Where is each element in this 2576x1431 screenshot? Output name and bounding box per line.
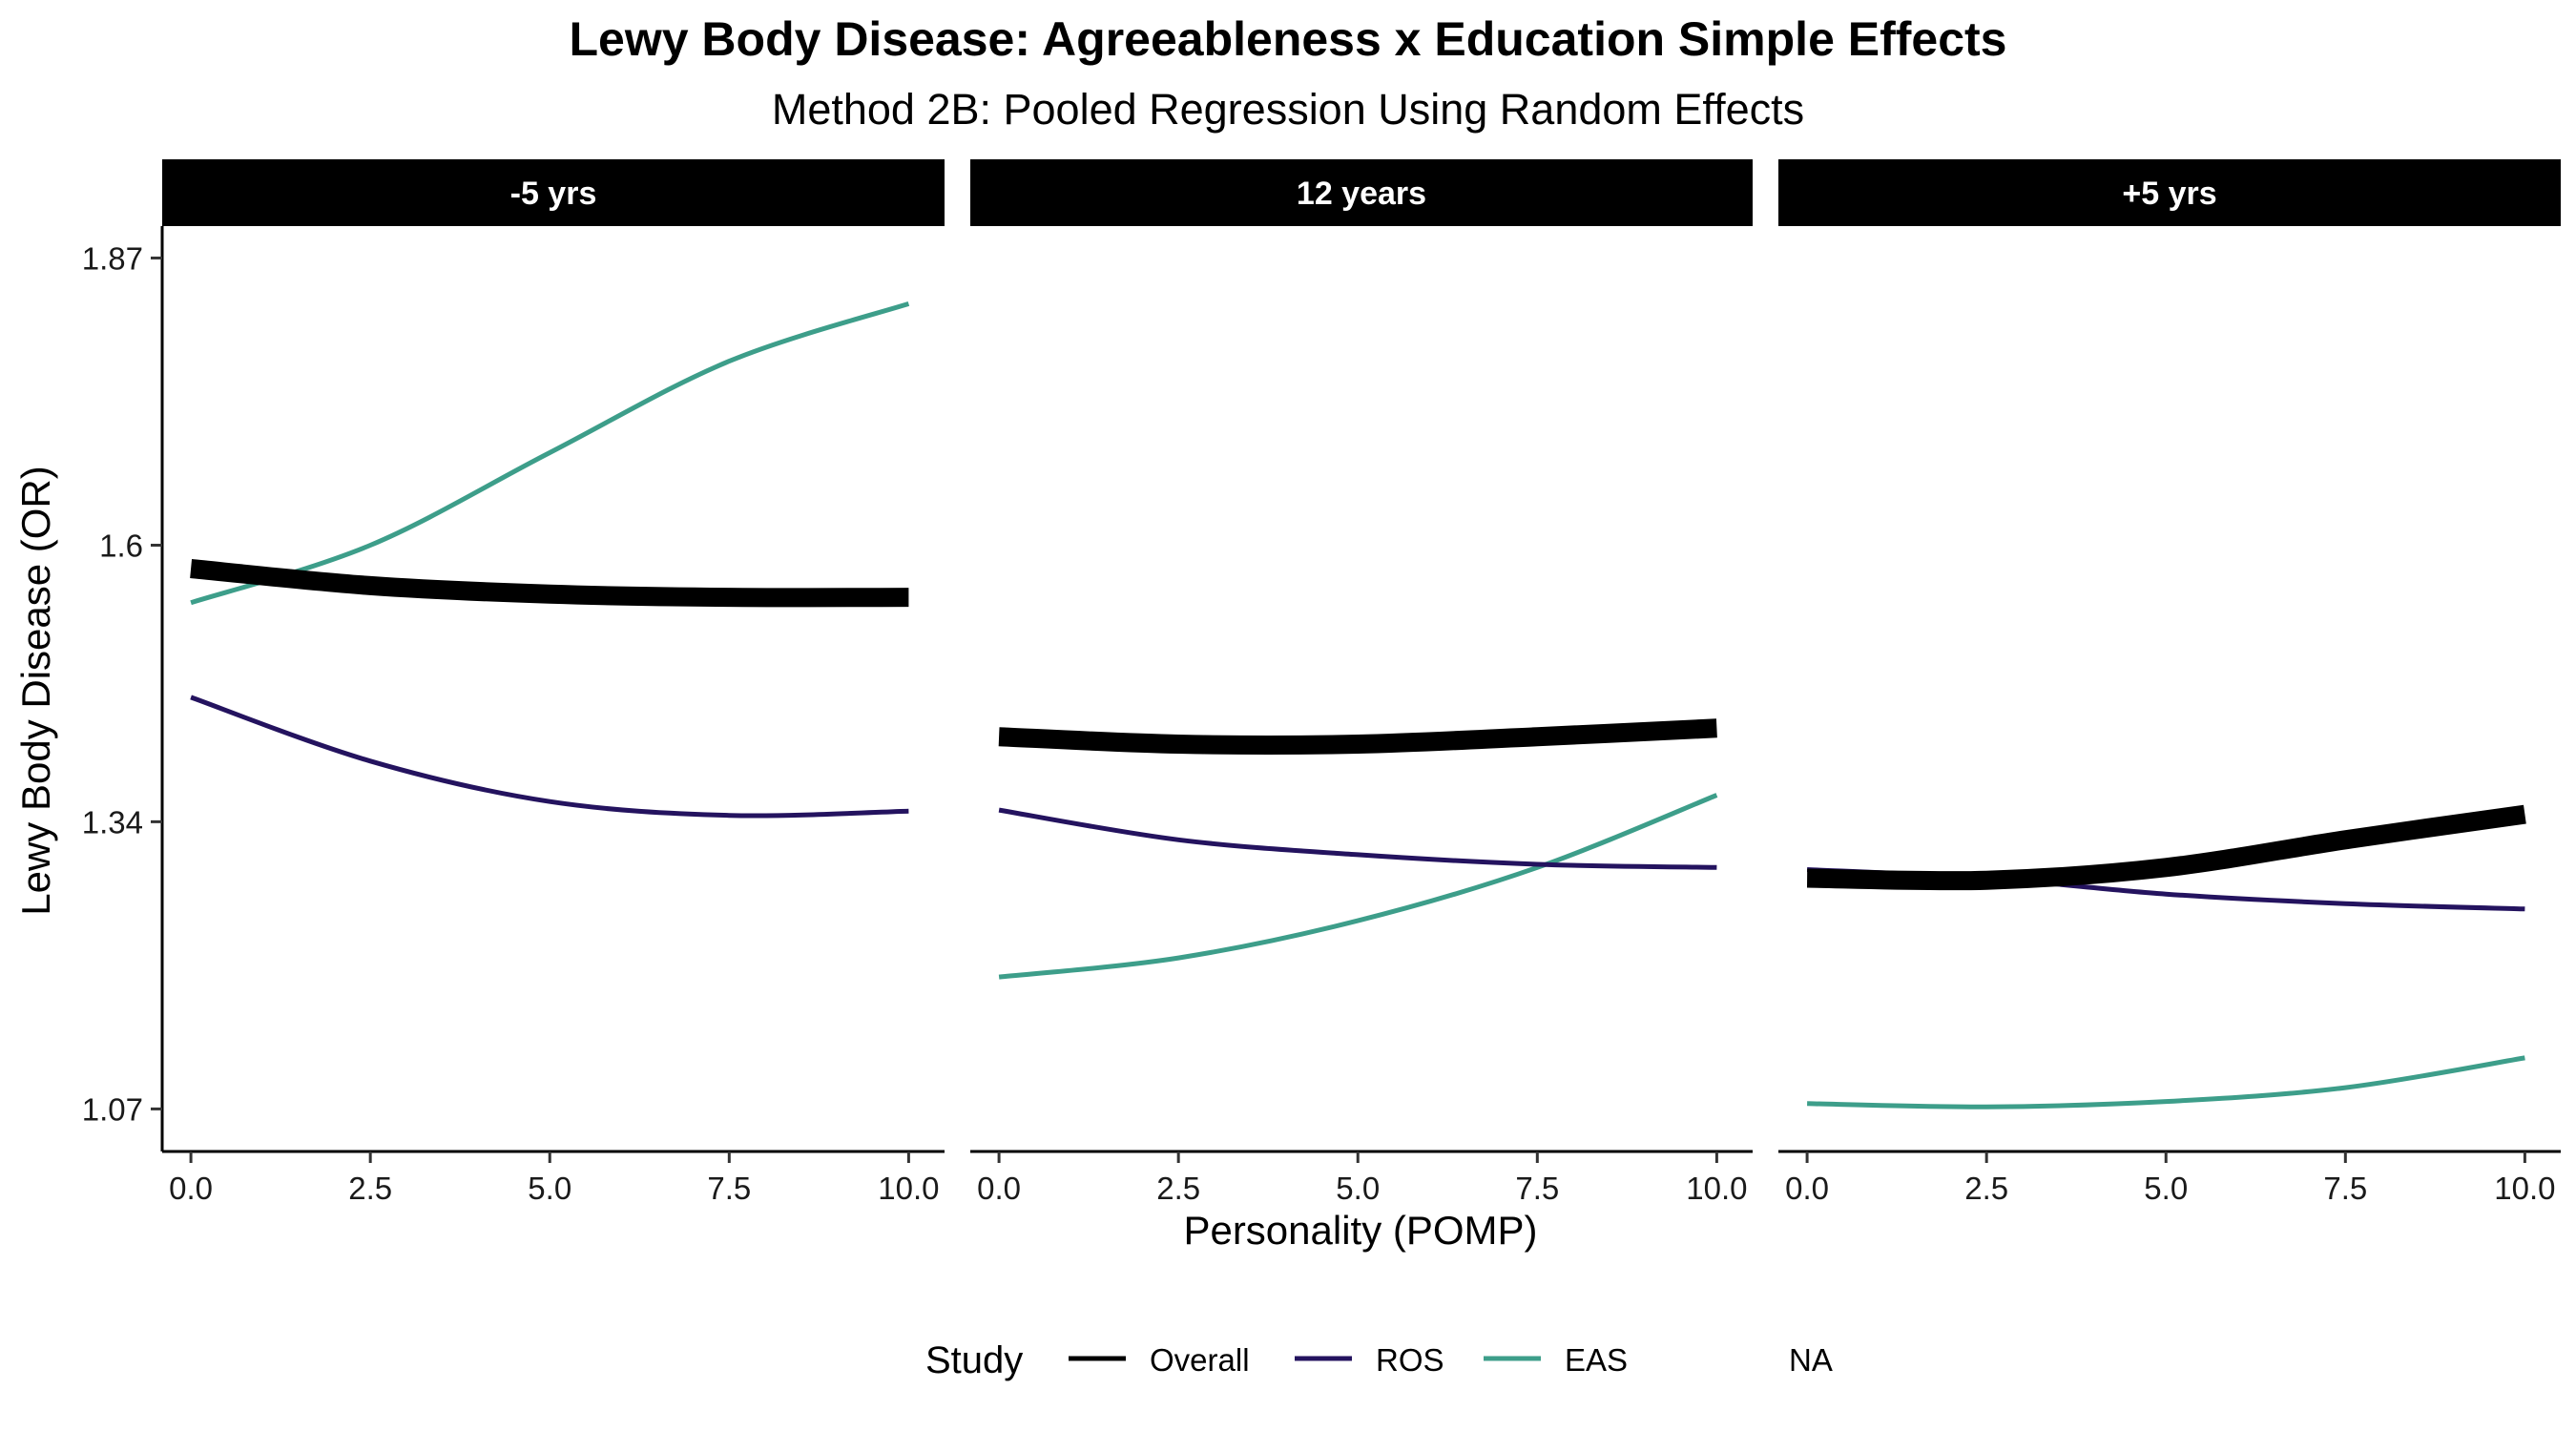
y-tick-label: 1.34 <box>82 804 143 840</box>
series-line-ros <box>998 807 1717 870</box>
x-tick-label: 2.5 <box>348 1171 392 1206</box>
panel-strip-label: +5 yrs <box>2122 176 2216 212</box>
y-tick-label: 1.87 <box>82 240 143 276</box>
legend-title: Study <box>925 1339 1023 1381</box>
y-tick-label: 1.07 <box>82 1091 143 1127</box>
x-tick-label: 2.5 <box>1964 1171 2008 1206</box>
panel-1: -5 yrs 0.0 2.5 5.0 7.5 10.0 1.07 1.34 1.6 1.87 <box>82 159 945 1206</box>
legend-label-ros: ROS <box>1376 1342 1444 1378</box>
x-tick-label: 5.0 <box>1336 1171 1380 1206</box>
series-line-overall <box>190 559 909 608</box>
x-tick-label: 7.5 <box>2323 1171 2367 1206</box>
legend-label-eas: EAS <box>1565 1342 1628 1378</box>
series-line-overall <box>998 718 1717 755</box>
series-line-overall <box>1807 804 2526 891</box>
legend-label-na: NA <box>1789 1342 1833 1378</box>
series-line-eas <box>1807 1055 2525 1110</box>
panel-3: +5 yrs 0.0 2.5 5.0 7.5 10.0 <box>1778 159 2561 1206</box>
x-tick-label: 2.5 <box>1156 1171 1200 1206</box>
chart-title: Lewy Body Disease: Agreeableness x Educa… <box>569 12 2006 66</box>
panel-strip <box>1778 159 2561 226</box>
y-tick-label: 1.6 <box>99 528 143 563</box>
x-tick-label: 7.5 <box>1515 1171 1559 1206</box>
x-tick-label: 5.0 <box>528 1171 571 1206</box>
x-tick-label: 0.0 <box>977 1171 1021 1206</box>
chart-subtitle: Method 2B: Pooled Regression Using Rando… <box>772 85 1804 134</box>
panel-2: 12 years 0.0 2.5 5.0 7.5 10.0 <box>970 159 1753 1206</box>
panel-strip-label: -5 yrs <box>510 176 597 212</box>
legend: Study Overall ROS EAS NA <box>925 1339 1833 1381</box>
panel-strip-label: 12 years <box>1297 176 1426 212</box>
series-line-eas <box>998 793 1718 980</box>
x-tick-label: 5.0 <box>2144 1171 2188 1206</box>
x-tick-label: 10.0 <box>878 1171 939 1206</box>
x-axis-title: Personality (POMP) <box>1183 1208 1537 1253</box>
panel-strip <box>970 159 1753 226</box>
x-tick-label: 10.0 <box>2494 1171 2555 1206</box>
panel-strip <box>162 159 945 226</box>
x-tick-label: 7.5 <box>707 1171 751 1206</box>
series-line-ros <box>190 695 909 819</box>
x-tick-label: 0.0 <box>169 1171 213 1206</box>
series-line-eas <box>190 301 910 606</box>
x-tick-label: 0.0 <box>1785 1171 1829 1206</box>
legend-label-overall: Overall <box>1150 1342 1250 1378</box>
x-tick-label: 10.0 <box>1686 1171 1747 1206</box>
panels-group: -5 yrs 0.0 2.5 5.0 7.5 10.0 1.07 1.34 1.6 1.87 12 … <box>82 159 2561 1206</box>
y-axis-title: Lewy Body Disease (OR) <box>13 466 58 916</box>
